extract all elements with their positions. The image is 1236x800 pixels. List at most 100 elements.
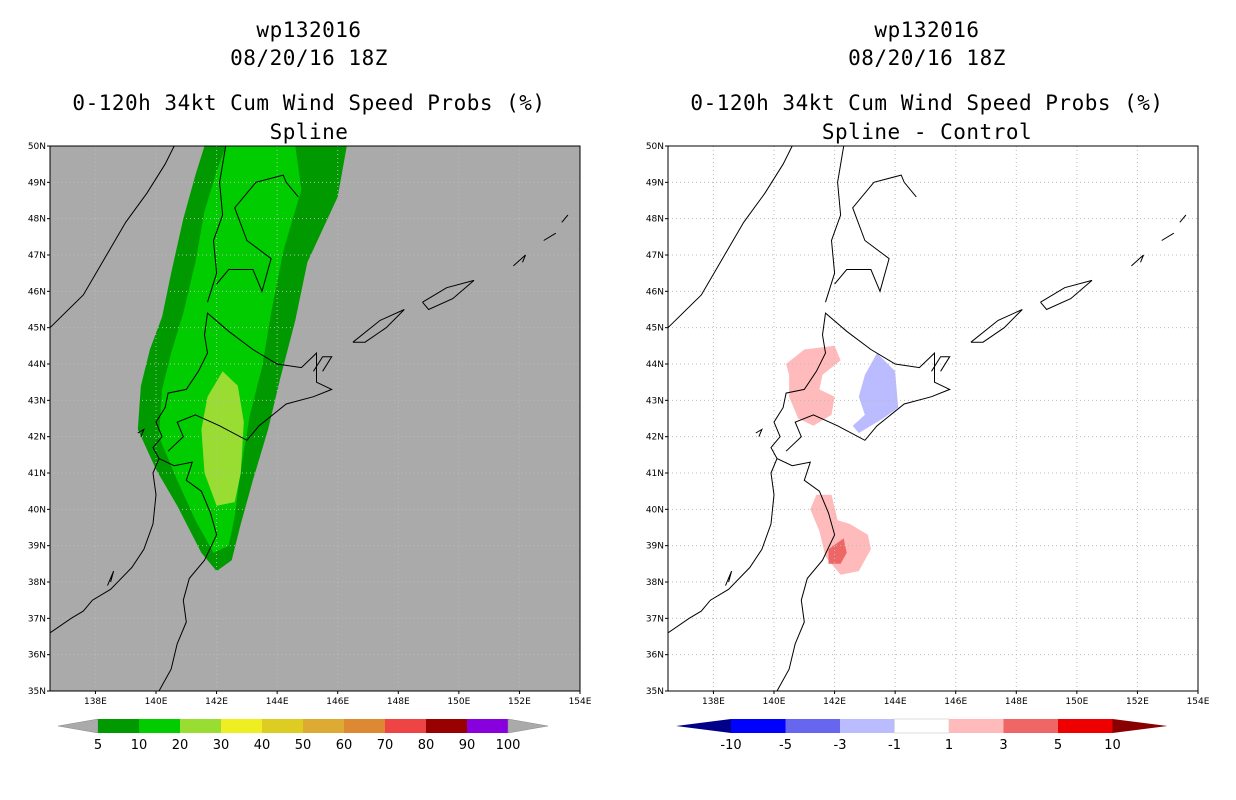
coastline [561, 214, 569, 223]
contour-region-2 [159, 146, 302, 553]
coastline [931, 356, 951, 372]
y-tick-label: 36N [28, 651, 46, 661]
x-tick-label: 144E [884, 697, 907, 707]
x-tick-label: 138E [84, 697, 107, 707]
y-tick-label: 39N [28, 542, 46, 552]
colorbar-left-arrow [57, 718, 99, 734]
right-chart-svg: 35N 36N 37N 38N 39N 40N 41N 42N 43N 44N 45N 46N 47N 4… [646, 142, 1210, 753]
colorbar-label: 20 [172, 738, 189, 753]
coastline [1179, 214, 1187, 223]
plot-frame [667, 145, 1199, 692]
x-tick-label: 138E [702, 697, 725, 707]
coastline [207, 146, 227, 303]
x-tick-label: 152E [508, 697, 531, 707]
y-tick-label: 39N [646, 542, 664, 552]
left-title-storm: wp132016 [256, 18, 362, 42]
colorbar-swatch [344, 719, 385, 733]
coastline [543, 232, 557, 241]
y-tick-label: 40N [28, 505, 46, 515]
contour-region-2 [852, 353, 899, 433]
x-tick-label: 140E [145, 697, 168, 707]
coastline [50, 146, 175, 329]
coastline [1040, 279, 1093, 311]
colorbar-swatch [949, 719, 1004, 733]
contour-region-3 [201, 371, 244, 506]
y-tick-label: 35N [646, 687, 664, 697]
colorbar-right-arrow [507, 718, 549, 734]
colorbar-label: 10 [131, 738, 148, 753]
x-tick-label: 150E [447, 697, 470, 707]
colorbar-swatch [139, 719, 180, 733]
colorbar-swatch [426, 719, 467, 733]
y-tick-label: 42N [28, 433, 46, 443]
coastline [352, 309, 405, 343]
coastline [422, 279, 475, 311]
colorbar-label: -5 [779, 738, 792, 753]
colorbar-swatch [467, 719, 508, 733]
x-tick-label: 142E [205, 697, 228, 707]
y-tick-label: 50N [28, 142, 46, 152]
coastline [668, 457, 836, 691]
y-tick-label: 45N [646, 324, 664, 334]
y-tick-label: 44N [28, 360, 46, 370]
x-tick-label: 146E [326, 697, 349, 707]
y-tick-label: 43N [28, 396, 46, 406]
left-chart-svg: 35N 36N 37N 38N 39N 40N 41N 42N 43N 44N 45N 46N 47N 4… [28, 142, 592, 753]
colorbar-label: 5 [94, 738, 102, 753]
y-tick-label: 48N [646, 215, 664, 225]
y-tick-label: 48N [28, 215, 46, 225]
x-tick-label: 146E [944, 697, 967, 707]
colorbar-swatch [785, 719, 840, 733]
y-tick-label: 35N [28, 687, 46, 697]
coastline [216, 174, 299, 293]
coastline [825, 146, 845, 303]
x-tick-label: 142E [823, 697, 846, 707]
coastline [970, 309, 1023, 343]
x-tick-label: 152E [1126, 697, 1149, 707]
y-tick-label: 49N [646, 178, 664, 188]
colorbar-label: 80 [418, 738, 435, 753]
contour-region-4 [828, 538, 847, 564]
colorbar-label: 40 [254, 738, 271, 753]
x-tick-label: 144E [266, 697, 289, 707]
colorbar-swatch [1058, 719, 1113, 733]
coastline [152, 312, 333, 459]
colorbar-swatch [303, 719, 344, 733]
y-tick-label: 38N [646, 578, 664, 588]
y-tick-label: 50N [646, 142, 664, 152]
colorbar-right-arrow [1112, 719, 1168, 733]
colorbar-swatch [385, 719, 426, 733]
colorbar-swatch [98, 719, 139, 733]
colorbar-left-arrow [676, 719, 731, 733]
y-tick-label: 42N [646, 433, 664, 443]
contour-region-1 [786, 345, 841, 426]
coastline [50, 457, 218, 691]
left-title-method: Spline [269, 120, 349, 144]
coastline [668, 146, 793, 329]
right-title-product: 0-120h 34kt Cum Wind Speed Probs (%) [690, 91, 1164, 115]
y-tick-label: 41N [646, 469, 664, 479]
right-title-date: 08/20/16 18Z [848, 46, 1006, 70]
coastline [313, 356, 333, 372]
colorbar-label: 3 [999, 738, 1007, 753]
coastline [1161, 232, 1175, 241]
y-tick-label: 49N [28, 178, 46, 188]
colorbar-label: 5 [1054, 738, 1062, 753]
y-tick-label: 44N [646, 360, 664, 370]
colorbar-label: 90 [459, 738, 476, 753]
right-title-storm: wp132016 [874, 18, 980, 42]
colorbar-swatch [180, 719, 221, 733]
colorbar-label: 30 [213, 738, 230, 753]
y-tick-label: 45N [28, 324, 46, 334]
y-tick-label: 36N [646, 651, 664, 661]
coastline [107, 570, 115, 586]
colorbar-label: -10 [720, 738, 741, 753]
colorbar-label: 1 [945, 738, 953, 753]
colorbar-swatch [840, 719, 895, 733]
colorbar-label: 60 [336, 738, 353, 753]
left-chart-panel: wp132016 08/20/16 18Z 0-120h 34kt Cum Wi… [28, 18, 592, 753]
y-tick-label: 41N [28, 469, 46, 479]
y-tick-label: 37N [646, 614, 664, 624]
x-tick-label: 150E [1065, 697, 1088, 707]
y-tick-label: 46N [646, 287, 664, 297]
